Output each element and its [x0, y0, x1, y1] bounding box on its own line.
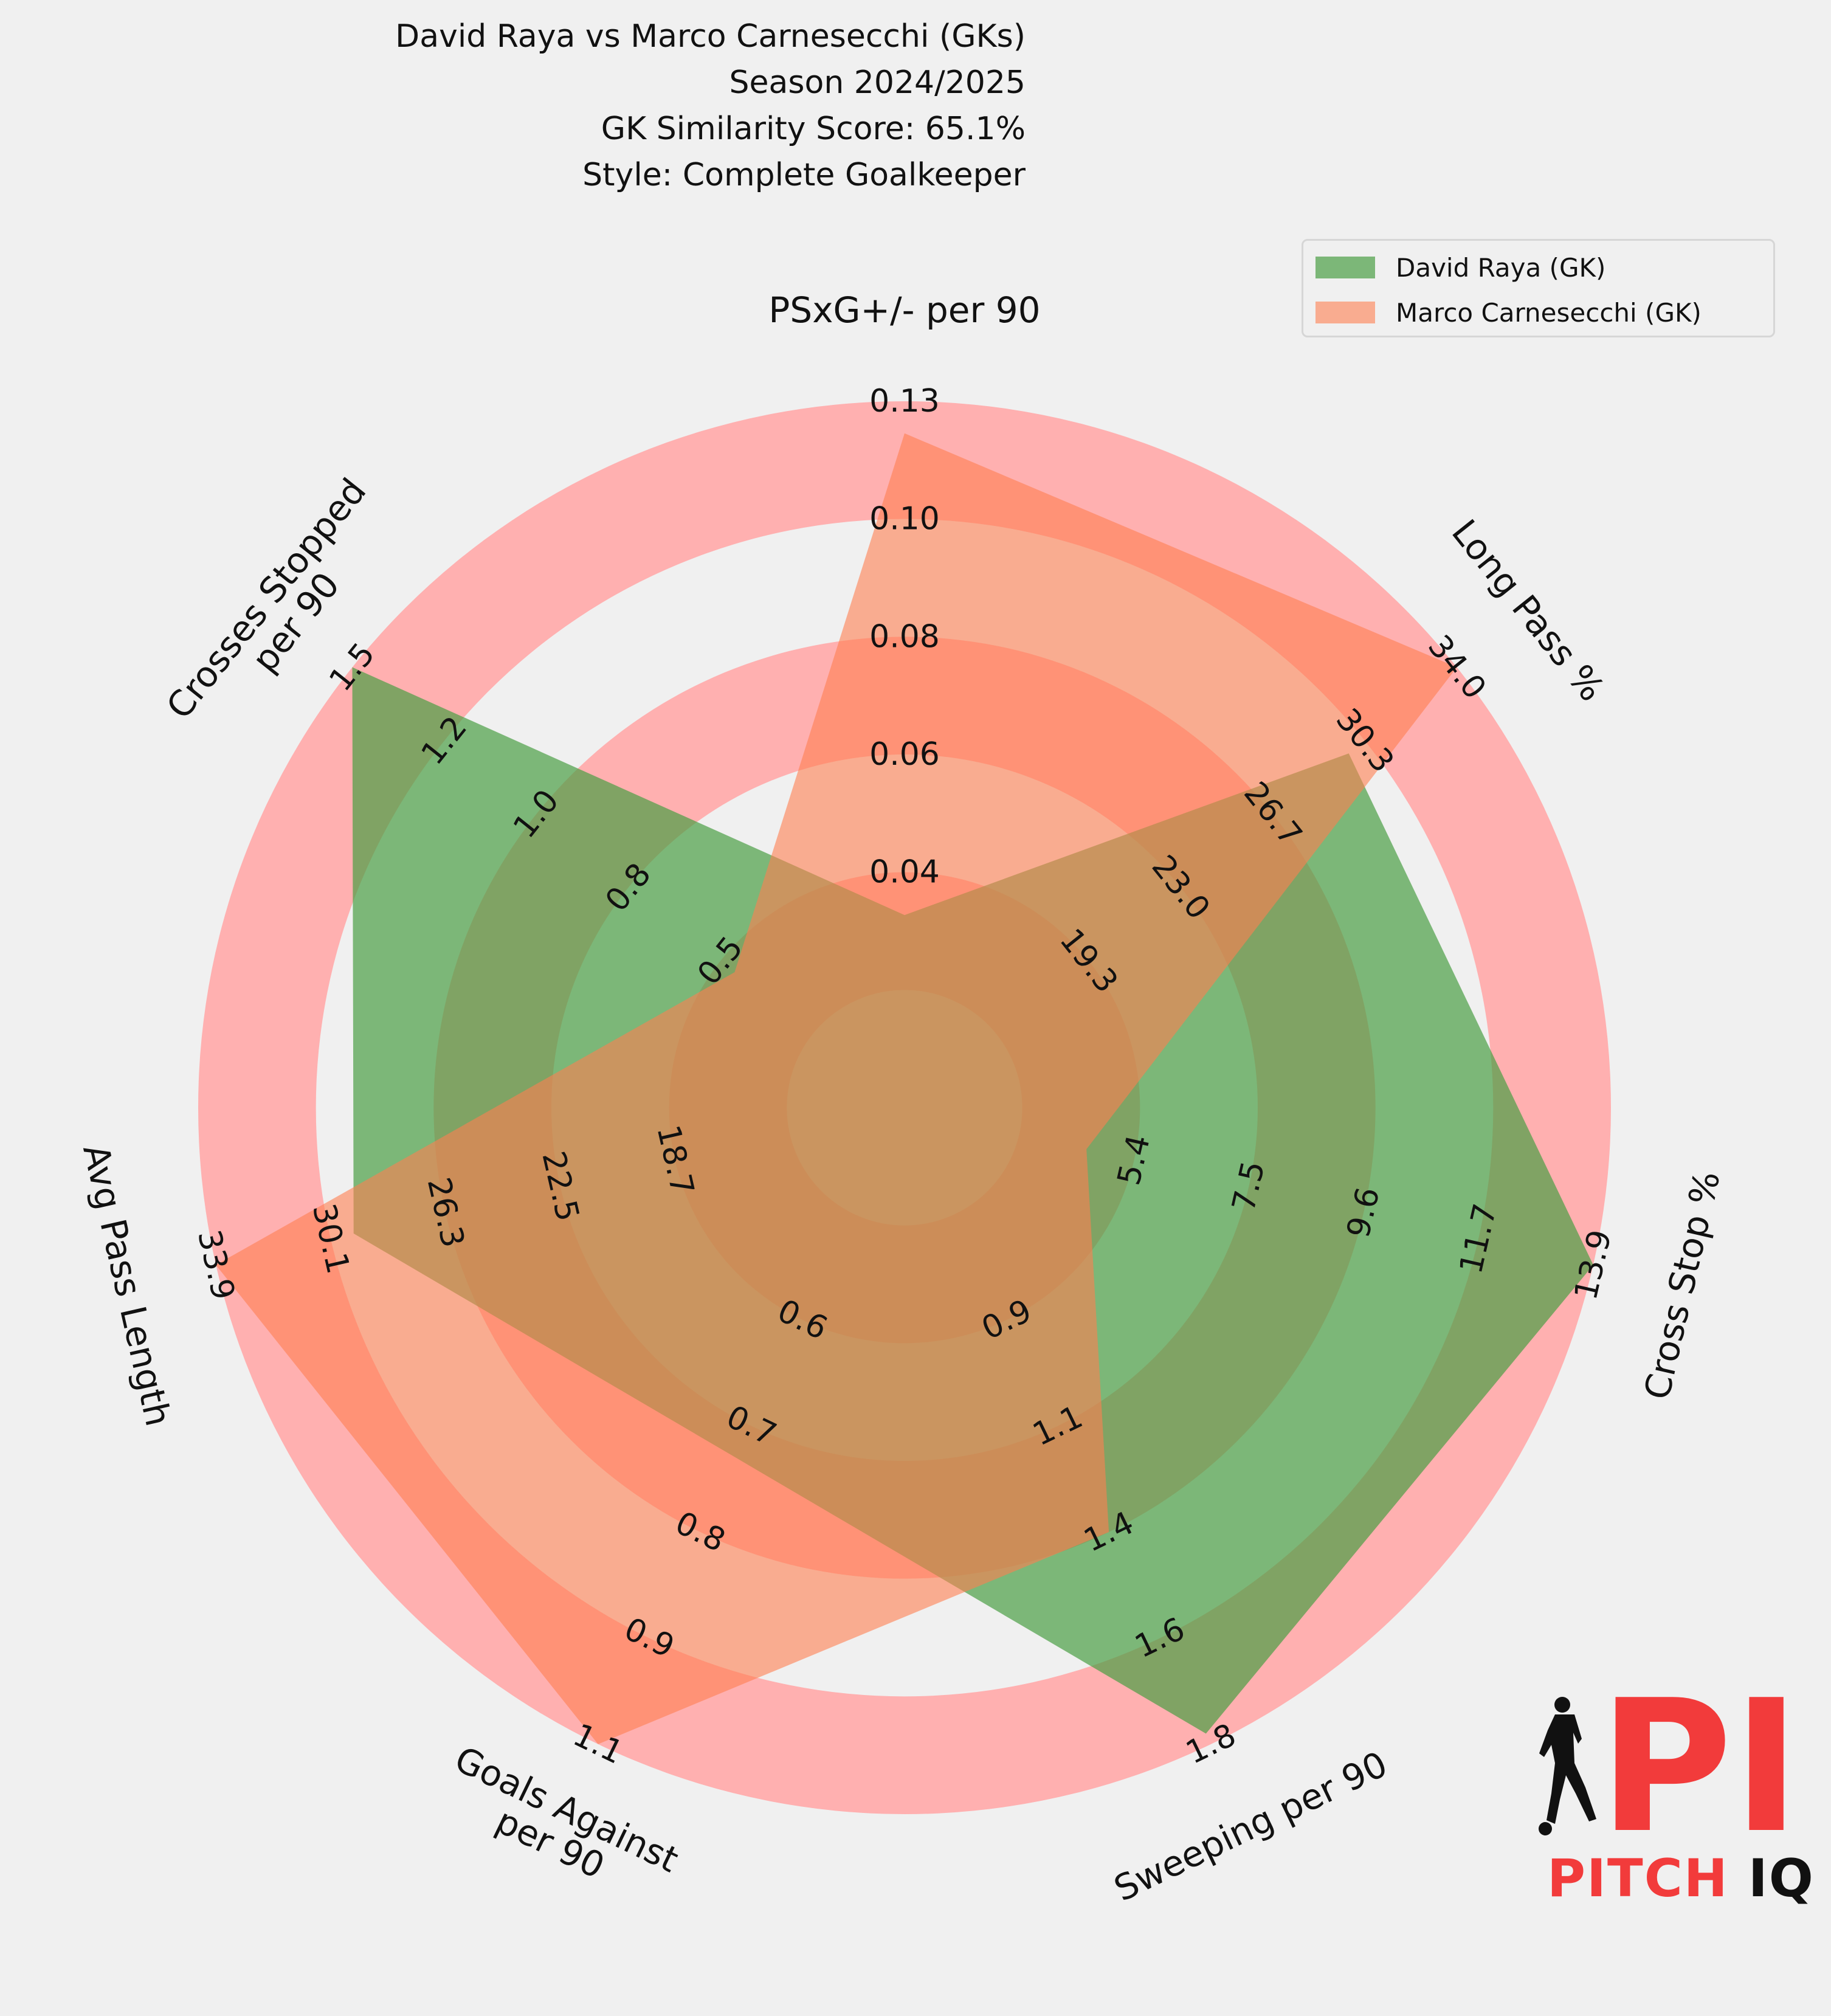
tick-label: 0.06 [869, 736, 940, 773]
tick-label: 0.10 [869, 501, 940, 537]
legend-label-raya: David Raya (GK) [1396, 252, 1606, 283]
legend-swatch-carnesecchi [1315, 302, 1375, 323]
legend-label-carnesecchi: Marco Carnesecchi (GK) [1396, 297, 1702, 328]
series-area-carnesecchi [216, 433, 1457, 1744]
axis-label-line: PSxG+/- per 90 [768, 289, 1040, 331]
logo-wordmark-iq: IQ [1748, 1848, 1815, 1909]
chart-title: David Raya vs Marco Carnesecchi (GKs) Se… [395, 13, 1026, 198]
title-line-4: Style: Complete Goalkeeper [582, 157, 1026, 193]
logo-wordmark-pitch: PITCH [1547, 1848, 1748, 1909]
axis-label: Cross Stop % [1636, 1167, 1728, 1403]
legend-swatch-raya [1315, 257, 1375, 278]
radar-series [216, 433, 1593, 1744]
legend-item-carnesecchi: Marco Carnesecchi (GK) [1315, 294, 1702, 331]
tick-label: 0.04 [869, 854, 940, 891]
title-line-2: Season 2024/2025 [729, 64, 1026, 101]
tick-label: 0.13 [869, 383, 940, 419]
logo-mark: PI [1599, 1690, 1801, 1873]
tick-label: 0.08 [869, 618, 940, 655]
axis-label: PSxG+/- per 90 [768, 289, 1040, 331]
title-line-3: GK Similarity Score: 65.1% [601, 111, 1026, 147]
axis-label-line: Avg Pass Length [75, 1141, 179, 1430]
legend-item-raya: David Raya (GK) [1315, 249, 1605, 286]
footballer-silhouette-icon [1539, 1697, 1596, 1835]
title-line-1: David Raya vs Marco Carnesecchi (GKs) [395, 18, 1026, 55]
logo-wordmark: PITCH IQ [1547, 1848, 1815, 1909]
chart-legend: David Raya (GK) Marco Carnesecchi (GK) [1302, 239, 1775, 337]
axis-label-line: Cross Stop % [1636, 1167, 1728, 1403]
pitch-iq-logo: PI [1539, 1690, 1801, 1873]
axis-label: Avg Pass Length [75, 1141, 179, 1430]
